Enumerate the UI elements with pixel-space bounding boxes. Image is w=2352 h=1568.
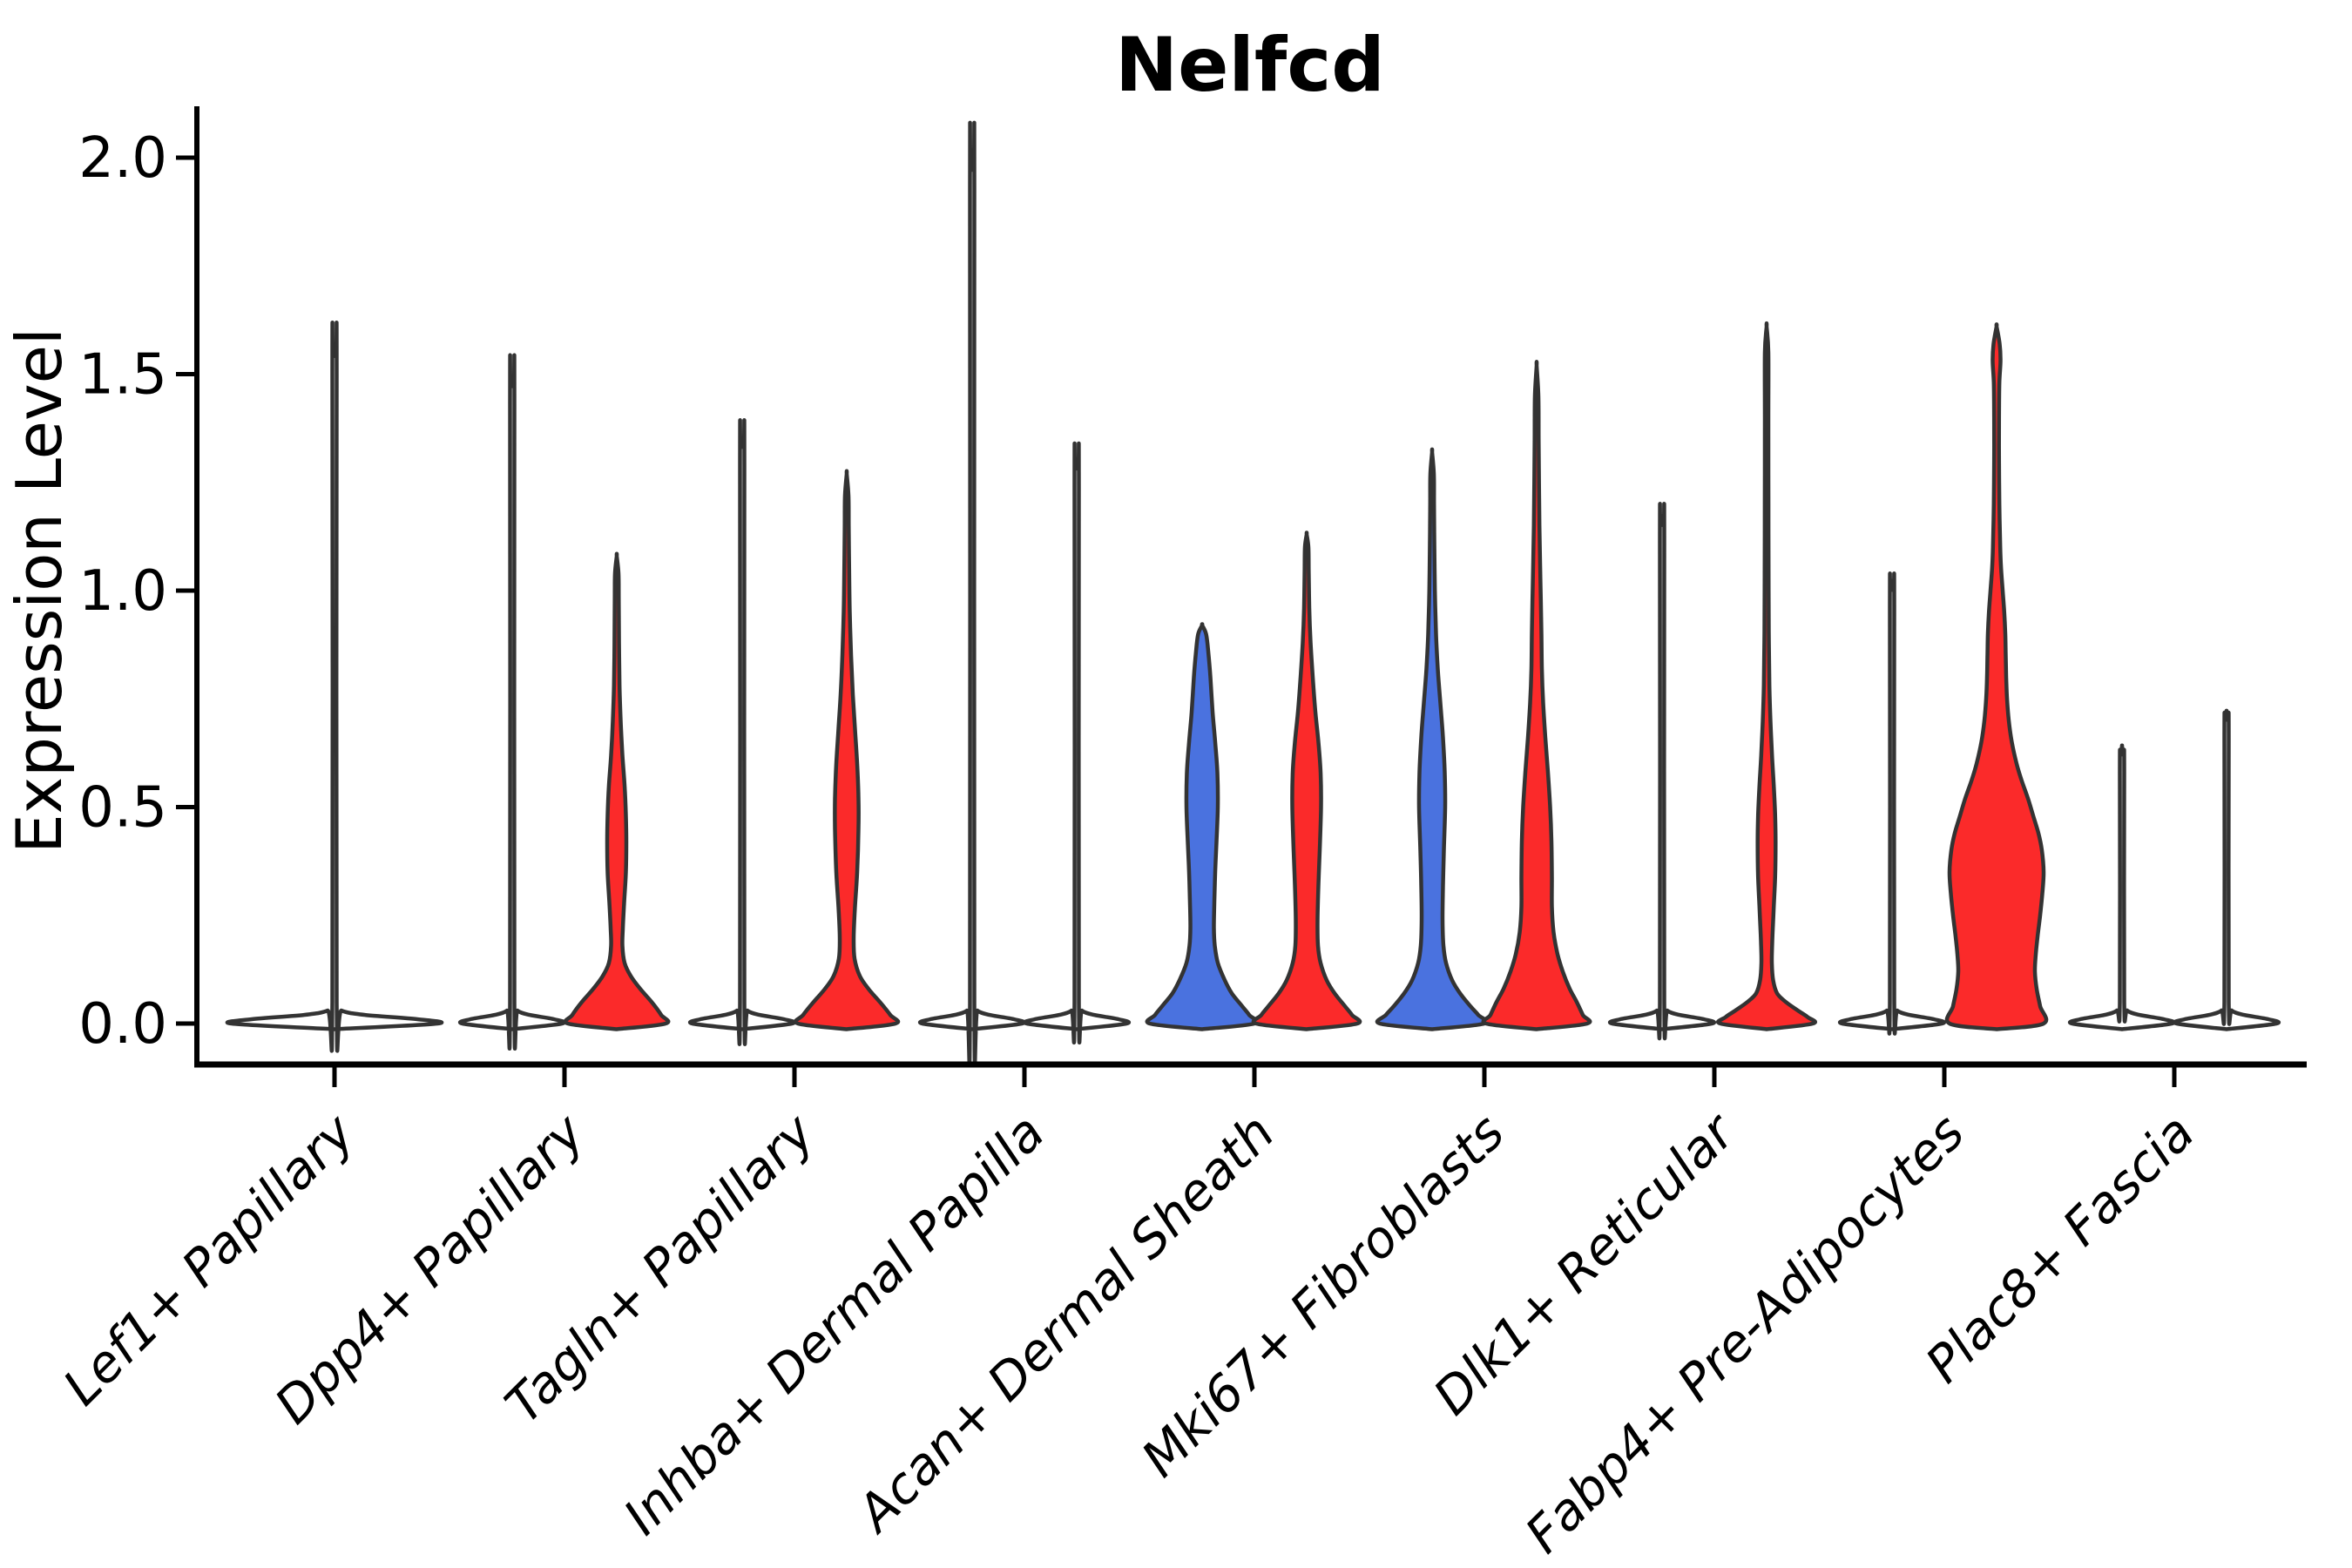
violin-acan+-left <box>1145 622 1260 1031</box>
chart-title: Nelfcd <box>1115 22 1385 109</box>
y-tick-label: 0.5 <box>78 776 167 841</box>
violin-inhba+-right <box>1022 441 1132 1044</box>
y-tick-label: 2.0 <box>78 126 167 191</box>
violin-tagln+-right <box>793 469 901 1031</box>
violin-dpp4+-left <box>457 353 567 1051</box>
violin-tagln+-left <box>687 418 797 1046</box>
violin-dpp4+-right <box>563 551 671 1031</box>
y-tick-label: 1.0 <box>78 559 167 624</box>
violin-plac8+-left <box>2067 743 2177 1031</box>
violin-fabp4+-left <box>1837 571 1947 1036</box>
y-tick-label: 0.0 <box>78 992 167 1057</box>
violin-dlk1+-left <box>1607 502 1717 1041</box>
y-axis-label: Expression Level <box>3 328 76 854</box>
violin-acan+-right <box>1251 531 1362 1031</box>
violin-plac8+-right <box>2172 708 2281 1031</box>
violin-dlk1+-right <box>1716 321 1817 1031</box>
y-tick-label: 1.5 <box>78 343 167 408</box>
violin-mki67+-left <box>1375 447 1490 1031</box>
violin-inhba+-left <box>917 120 1027 1067</box>
violin-fabp4+-right <box>1944 322 2049 1031</box>
violin-lef1+-center <box>225 321 444 1053</box>
violins-layer <box>225 120 2281 1067</box>
violin-mki67+-right <box>1481 360 1592 1031</box>
